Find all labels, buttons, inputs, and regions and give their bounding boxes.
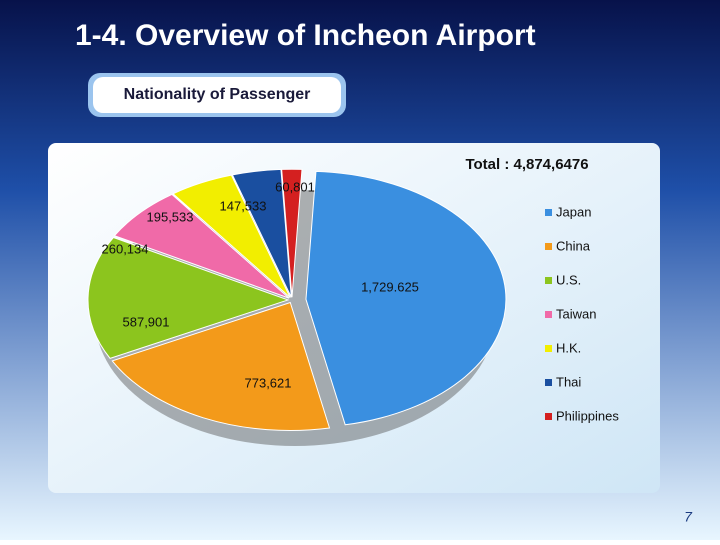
pie-slice <box>87 236 290 359</box>
data-label: 1,729.625 <box>361 279 419 294</box>
total-annotation: Total : 4,874,6476 <box>465 156 588 173</box>
pie-slice <box>231 168 292 298</box>
data-label: 195,533 <box>147 209 194 224</box>
pie-slice <box>111 301 331 431</box>
legend-label: Taiwan <box>556 306 596 321</box>
legend-label: China <box>556 238 591 253</box>
legend-swatch <box>545 243 552 250</box>
legend-swatch <box>545 277 552 284</box>
legend-swatch <box>545 209 552 216</box>
legend-swatch <box>545 311 552 318</box>
subtitle-box <box>93 77 341 113</box>
legend-swatch <box>545 345 552 352</box>
data-label: 260,134 <box>102 241 149 256</box>
pie-slice <box>113 193 290 299</box>
legend-swatch <box>545 379 552 386</box>
data-label: 60,801 <box>275 179 315 194</box>
legend-label: U.S. <box>556 272 581 287</box>
pie-slice <box>172 174 291 298</box>
legend-label: H.K. <box>556 340 581 355</box>
legend-label: Philippines <box>556 408 619 423</box>
legend-label: Thai <box>556 374 581 389</box>
legend-swatch <box>545 413 552 420</box>
pie-slice <box>281 168 303 298</box>
pie-slice <box>305 170 507 426</box>
data-label: 773,621 <box>245 375 292 390</box>
slide-title: 1-4. Overview of Incheon Airport <box>75 19 536 52</box>
subtitle: Nationality of Passenger <box>124 86 311 103</box>
page-number: 7 <box>684 509 693 525</box>
data-label: 147,533 <box>220 198 267 213</box>
legend-label: Japan <box>556 204 591 219</box>
data-label: 587,901 <box>123 314 170 329</box>
